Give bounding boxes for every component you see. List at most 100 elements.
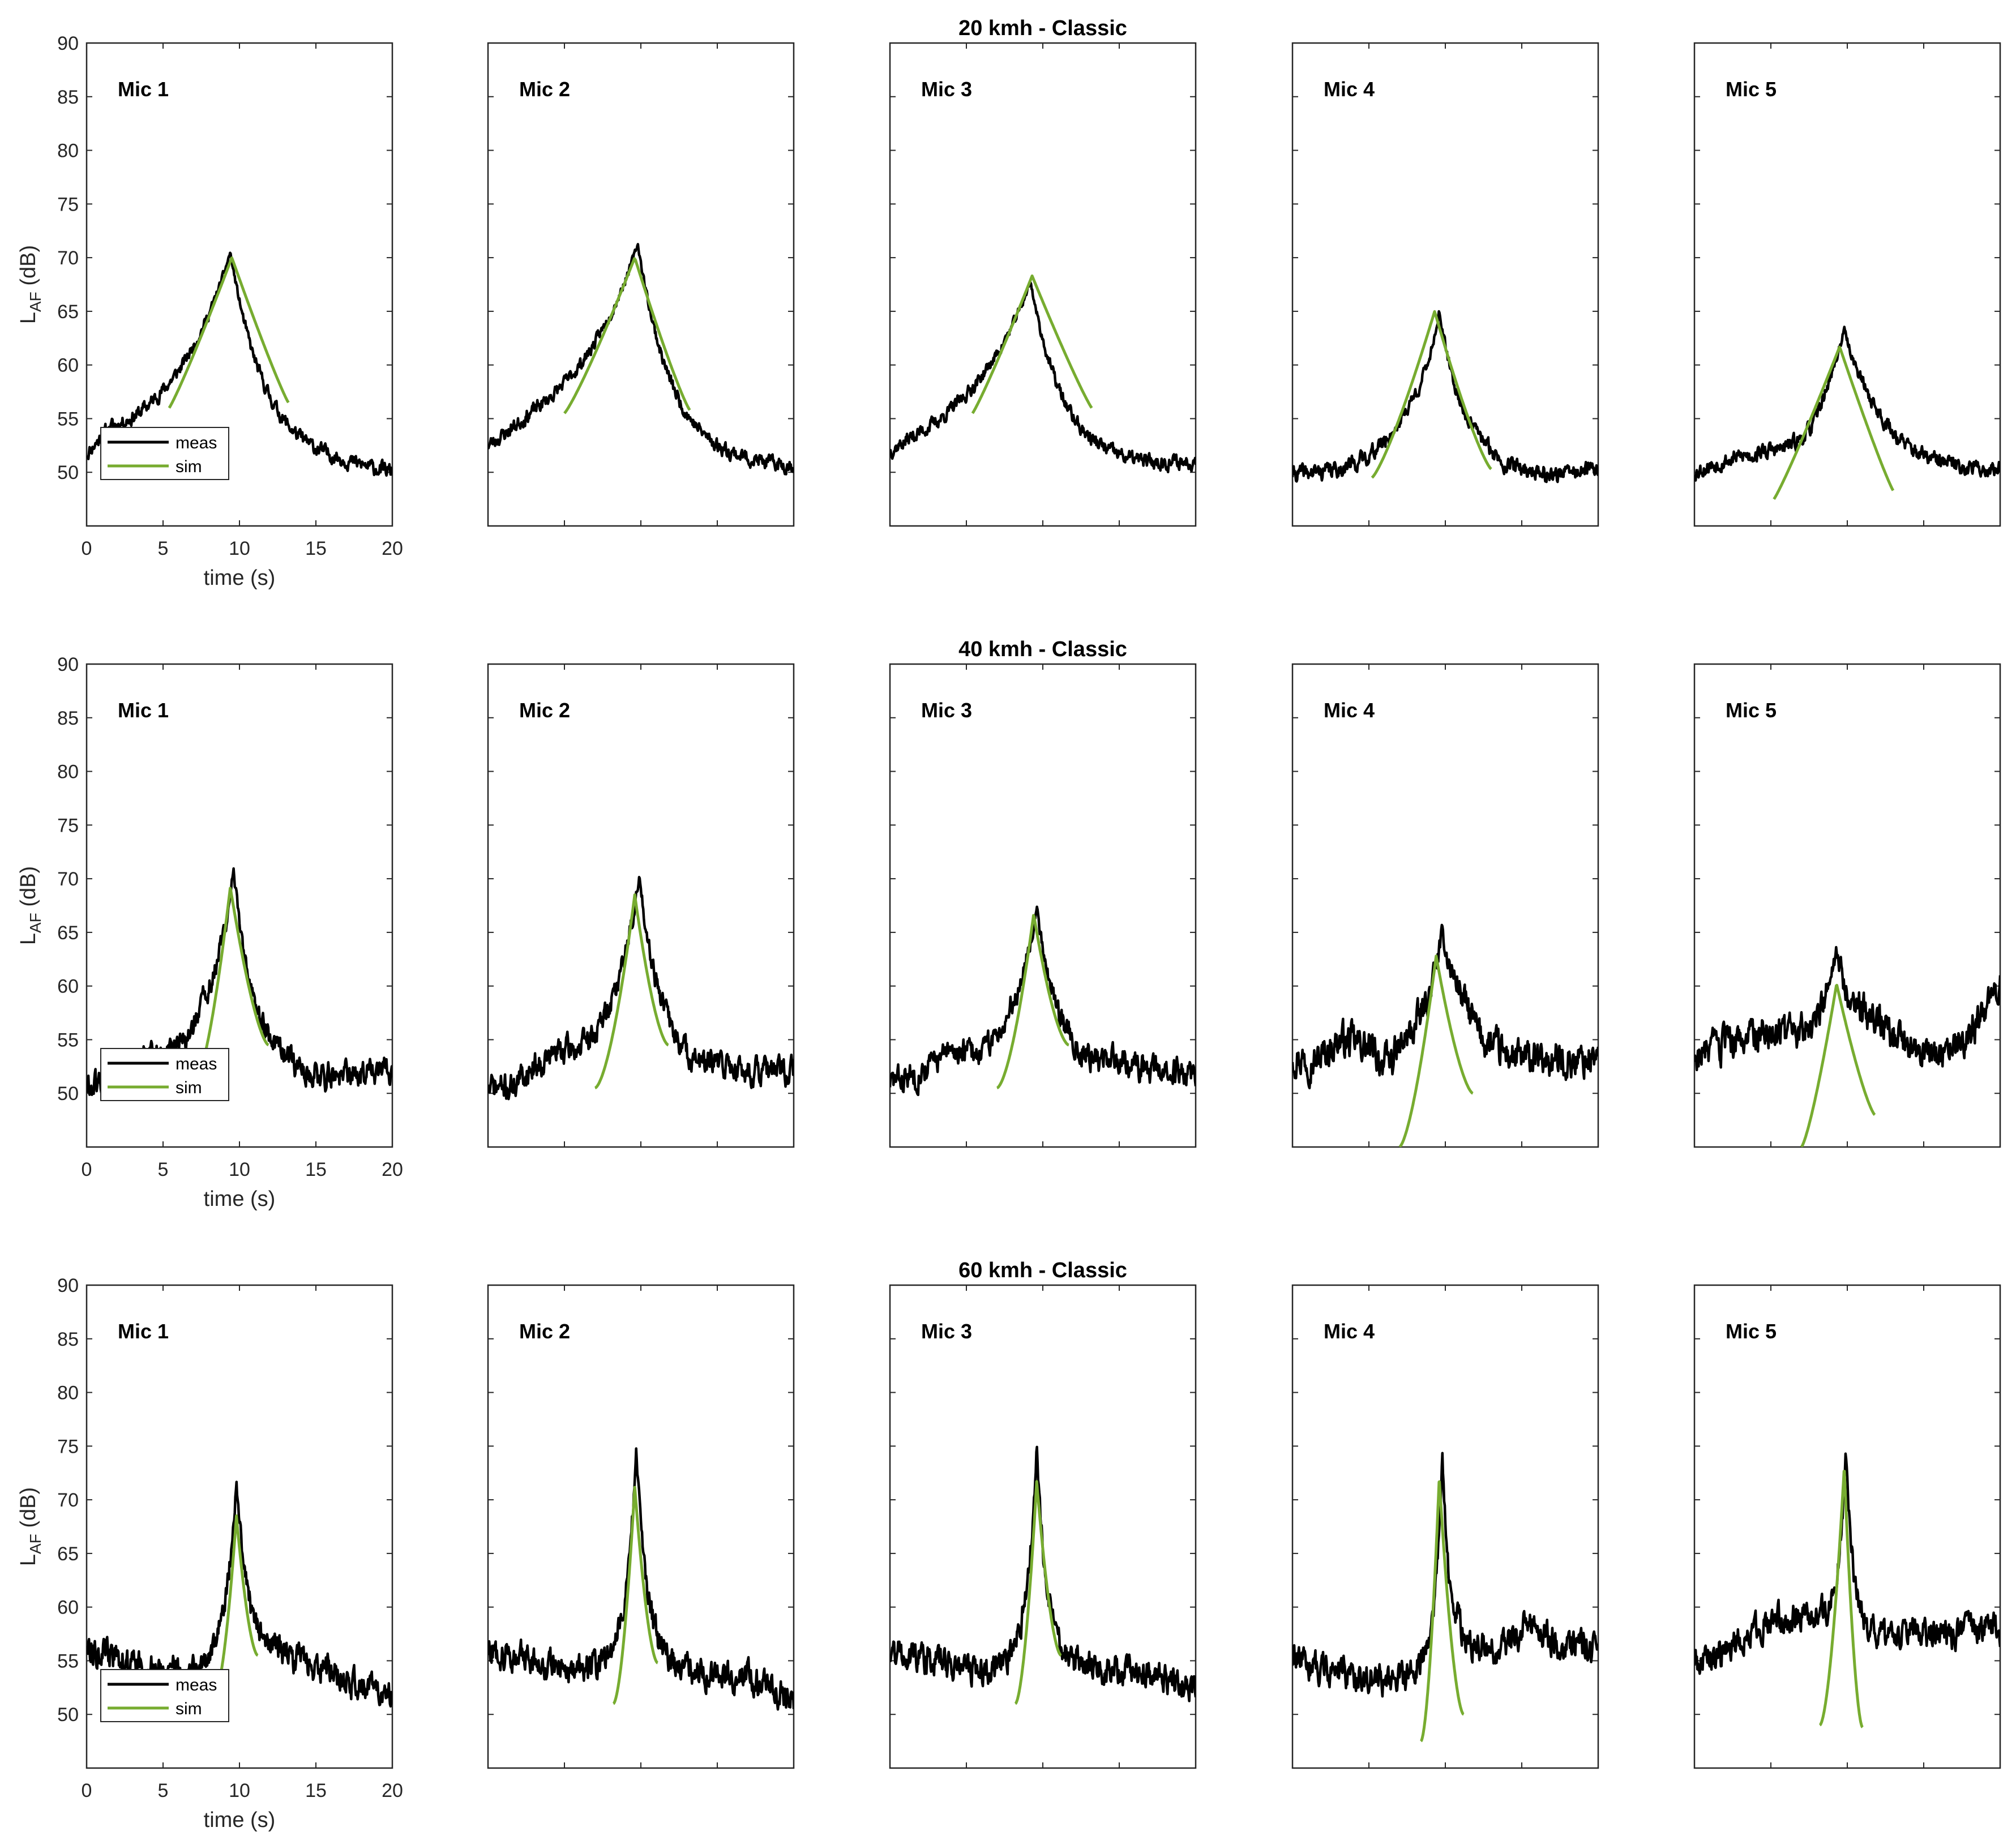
x-axis-title: time (s)	[204, 566, 276, 590]
sim-series-line	[1398, 955, 1474, 1147]
meas-series-line	[488, 1447, 794, 1711]
x-tick-label: 20	[382, 538, 403, 559]
subplot-row: 40 kmh - Classic Mic 1 50 55 60 65 70 75 80 85 90 0…	[16, 637, 2001, 1211]
y-tick-label: 65	[57, 301, 79, 323]
mic-label: Mic 3	[921, 1320, 972, 1343]
legend-label: sim	[176, 457, 202, 476]
mic-label: Mic 3	[921, 699, 972, 722]
legend: meas sim	[100, 1048, 229, 1101]
y-tick-label: 75	[57, 1436, 79, 1457]
sim-series-line	[1419, 1480, 1465, 1743]
x-tick-label: 10	[229, 538, 250, 559]
legend-box	[100, 1048, 229, 1101]
y-tick-label: 55	[57, 408, 79, 430]
x-tick-label: 20	[382, 1780, 403, 1801]
subplot-panel: Mic 1 50 55 60 65 70 75 80 85 90 0 5 10 15 20 time (s) L…	[16, 654, 403, 1211]
y-axis-title: LAF (dB)	[16, 866, 44, 945]
y-tick-label: 90	[57, 1275, 79, 1296]
y-tick-label: 70	[57, 247, 79, 269]
mic-label: Mic 5	[1726, 1320, 1777, 1343]
subplot-row: 20 kmh - Classic Mic 1 50 55 60 65 70 75 80 85 90 0…	[16, 16, 2001, 590]
sim-series-line	[996, 914, 1070, 1090]
subplot-panel: Mic 4	[1291, 663, 1599, 1148]
y-tick-label: 70	[57, 1490, 79, 1511]
mic-label: Mic 1	[118, 1320, 169, 1343]
meas-series-line	[1292, 1452, 1598, 1698]
sim-series-line	[1773, 345, 1895, 500]
x-tick-label: 10	[229, 1159, 250, 1180]
sim-series-line	[1800, 983, 1876, 1147]
y-tick-label: 80	[57, 761, 79, 783]
y-tick-label: 80	[57, 1383, 79, 1404]
sim-series-line	[594, 893, 669, 1090]
y-tick-label: 90	[57, 33, 79, 54]
legend-box	[100, 427, 229, 480]
meas-series-line	[890, 1445, 1196, 1702]
y-tick-label: 85	[57, 87, 79, 108]
y-tick-label: 50	[57, 462, 79, 483]
y-tick-label: 75	[57, 194, 79, 215]
sim-series-line	[563, 257, 691, 414]
meas-series-line	[1694, 945, 2000, 1072]
y-axis-title: LAF (dB)	[16, 245, 44, 324]
legend-label: meas	[176, 1055, 217, 1073]
legend-label: sim	[176, 1700, 202, 1718]
sim-series-line	[168, 256, 290, 409]
legend: meas sim	[100, 1669, 229, 1722]
mic-label: Mic 5	[1726, 699, 1777, 722]
x-tick-label: 0	[82, 538, 92, 559]
y-axis-title: LAF (dB)	[16, 1487, 44, 1566]
row-title: 40 kmh - Classic	[958, 637, 1127, 661]
x-axis-title: time (s)	[204, 1808, 276, 1832]
sim-series-line	[1371, 310, 1492, 479]
subplot-panel: Mic 4	[1291, 42, 1599, 527]
row-title: 60 kmh - Classic	[958, 1259, 1127, 1282]
meas-series-line	[1694, 1452, 2000, 1675]
y-tick-label: 85	[57, 1329, 79, 1350]
mic-label: Mic 2	[519, 1320, 570, 1343]
mic-label: Mic 3	[921, 78, 972, 101]
x-tick-label: 5	[158, 538, 169, 559]
subplot-panel: Mic 2	[487, 1284, 795, 1769]
y-tick-label: 90	[57, 654, 79, 675]
mic-label: Mic 5	[1726, 78, 1777, 101]
x-tick-label: 0	[82, 1780, 92, 1801]
y-tick-label: 65	[57, 1543, 79, 1565]
mic-label: Mic 2	[519, 78, 570, 101]
axes-frame	[1693, 663, 2001, 1148]
y-tick-label: 75	[57, 815, 79, 836]
subplot-row: 60 kmh - Classic Mic 1 50 55 60 65 70 75 80 85 90 0…	[16, 1259, 2001, 1832]
meas-series-line	[1292, 923, 1598, 1090]
x-tick-label: 10	[229, 1780, 250, 1801]
subplot-panel: Mic 4	[1291, 1284, 1599, 1769]
x-axis-title: time (s)	[204, 1187, 276, 1211]
subplot-panel: Mic 2	[487, 663, 795, 1148]
sim-series-line	[213, 1514, 259, 1694]
x-tick-label: 15	[305, 1780, 327, 1801]
y-tick-label: 65	[57, 922, 79, 944]
y-tick-label: 55	[57, 1650, 79, 1672]
y-tick-label: 50	[57, 1704, 79, 1726]
meas-series-line	[890, 280, 1196, 474]
mic-label: Mic 1	[118, 78, 169, 101]
y-tick-label: 80	[57, 140, 79, 162]
row-title: 20 kmh - Classic	[958, 16, 1127, 40]
mic-label: Mic 4	[1324, 78, 1375, 101]
subplot-panel: Mic 5	[1693, 663, 2001, 1148]
mic-label: Mic 4	[1324, 699, 1375, 722]
mic-label: Mic 1	[118, 699, 169, 722]
sim-series-line	[971, 274, 1093, 414]
y-tick-label: 60	[57, 355, 79, 376]
x-tick-label: 5	[158, 1159, 169, 1180]
legend-box	[100, 1669, 229, 1722]
sim-series-line	[612, 1486, 659, 1705]
meas-series-line	[1292, 310, 1598, 483]
subplot-panel: Mic 3	[889, 42, 1197, 527]
subplot-panel: Mic 5	[1693, 42, 2001, 527]
x-tick-label: 5	[158, 1780, 169, 1801]
subplot-panel: Mic 5	[1693, 1284, 2001, 1769]
legend-label: sim	[176, 1079, 202, 1097]
y-tick-label: 60	[57, 976, 79, 998]
subplot-panel: Mic 3	[889, 663, 1197, 1148]
x-tick-label: 15	[305, 538, 327, 559]
